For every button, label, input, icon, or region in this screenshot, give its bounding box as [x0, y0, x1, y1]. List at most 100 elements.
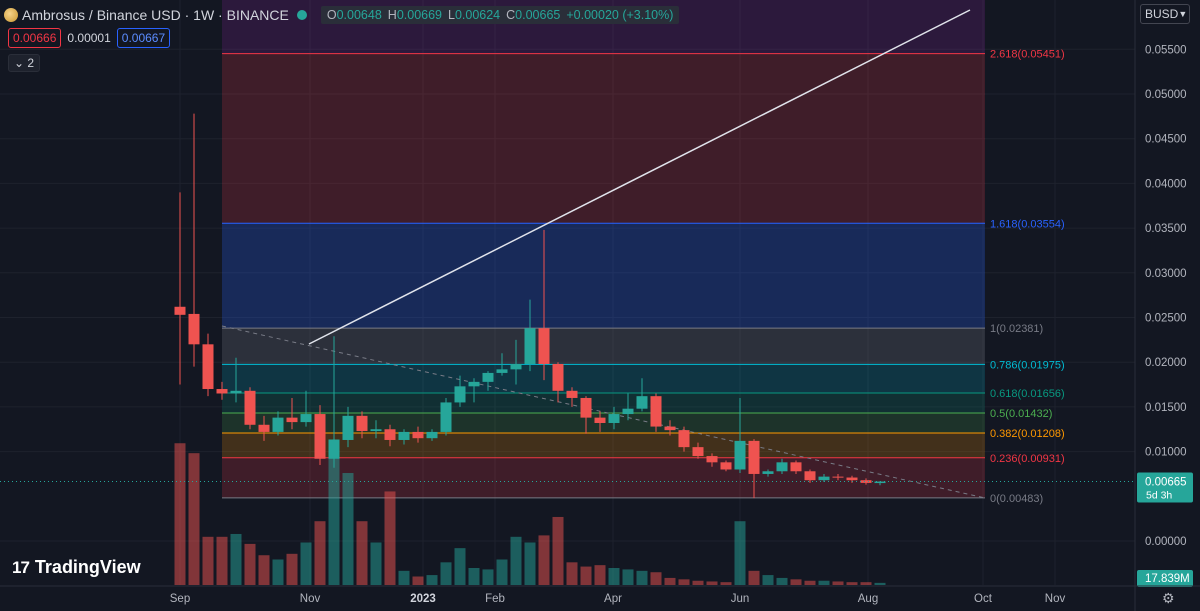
volume-bar [846, 582, 858, 585]
fib-level-label: 0.786(0.01975) [990, 359, 1065, 371]
fib-band [222, 328, 985, 365]
price-axis-label: 0.02500 [1145, 313, 1187, 325]
ohlc-key: C [506, 8, 516, 22]
candle-body [846, 477, 858, 481]
buy-price-button[interactable]: 0.00667 [116, 28, 171, 48]
fib-level-label: 0.236(0.00931) [990, 453, 1065, 465]
fib-level-label: 0(0.00483) [990, 493, 1043, 505]
candle-body [370, 429, 382, 432]
volume-bar [552, 516, 564, 585]
last-price-value: 0.00665 [1145, 477, 1187, 489]
volume-bar [286, 553, 298, 585]
volume-bar [860, 582, 872, 585]
coin-logo-icon [4, 8, 18, 22]
volume-bar [272, 559, 284, 585]
candle-body [832, 476, 844, 478]
candle-body [202, 344, 214, 390]
candle-body [874, 481, 886, 484]
candle-body [286, 417, 298, 423]
candle-body [622, 408, 634, 415]
time-axis-label: Apr [604, 593, 622, 605]
candle-body [692, 447, 704, 457]
volume-bar [356, 521, 368, 585]
candle-body [468, 381, 480, 387]
fib-level-label: 0.5(0.01432) [990, 408, 1052, 420]
candle-body [314, 414, 326, 459]
candle-body [818, 476, 830, 481]
fib-level-label: 1.618(0.03554) [990, 218, 1065, 230]
candle-body [496, 369, 508, 373]
volume-tag [1137, 570, 1193, 587]
time-axis-label: Feb [485, 593, 505, 605]
fib-level-label: 1(0.02381) [990, 323, 1043, 335]
ohlc-value: 0.00624 [454, 8, 501, 22]
time-axis-label: Aug [858, 593, 878, 605]
volume-bar [258, 555, 270, 585]
volume-bar [230, 533, 242, 585]
volume-bar [440, 562, 452, 585]
volume-bar [832, 581, 844, 585]
price-axis-label: 0.05000 [1145, 89, 1187, 101]
volume-bar [370, 542, 382, 585]
candle-body [342, 415, 354, 440]
volume-bar [874, 582, 886, 585]
symbol-title[interactable]: Ambrosus / Binance USD · 1W · BINANCE [22, 7, 289, 23]
fib-level-label: 2.618(0.05451) [990, 49, 1065, 61]
currency-select[interactable]: BUSD ▼ [1140, 4, 1190, 24]
volume-bar [510, 536, 522, 585]
fib-band [222, 392, 985, 413]
candle-body [650, 396, 662, 427]
volume-bar [776, 577, 788, 585]
symbol-header[interactable]: Ambrosus / Binance USD · 1W · BINANCE O0… [4, 4, 680, 26]
sell-price-button[interactable]: 0.00666 [8, 28, 62, 48]
volume-bar [398, 570, 410, 585]
candle-body [188, 313, 200, 345]
volume-bar [496, 559, 508, 585]
indicators-toggle-button[interactable]: ⌄ 2 [8, 54, 41, 72]
price-axis-label: 0.01000 [1145, 447, 1187, 459]
candle-body [174, 306, 186, 315]
volume-bar [342, 473, 354, 585]
time-axis-label: Oct [974, 593, 993, 605]
candle-body [734, 440, 746, 470]
candle-body [636, 396, 648, 409]
time-axis-label: Nov [300, 593, 321, 605]
volume-bar [468, 567, 480, 585]
ohlc-item: H0.00669 [388, 8, 442, 22]
volume-bar [622, 569, 634, 585]
ohlc-value: 0.00648 [336, 8, 382, 22]
time-axis-label: Nov [1045, 593, 1066, 605]
candle-body [776, 462, 788, 472]
candle-body [258, 424, 270, 432]
candle-body [398, 431, 410, 440]
price-axis-label: 0.04500 [1145, 134, 1187, 146]
candle-body [720, 462, 732, 470]
volume-bar [384, 491, 396, 585]
volume-bar [314, 521, 326, 585]
ohlc-key: O [326, 8, 337, 22]
volume-bar [720, 582, 732, 585]
ohlc-value: +0.00020 (+3.10%) [566, 8, 674, 22]
time-axis-label: Jun [731, 593, 750, 605]
currency-label: BUSD [1145, 7, 1179, 21]
volume-bar [748, 570, 760, 585]
candle-body [664, 426, 676, 431]
candle-body [524, 328, 536, 364]
brand-logo[interactable]: 17 TradingView [12, 557, 141, 578]
volume-bar [412, 576, 424, 585]
trendline-dashed [221, 325, 986, 499]
candle-body [328, 439, 340, 459]
volume-bar [734, 521, 746, 585]
volume-bar [804, 580, 816, 585]
candle-countdown: 5d 3h [1146, 490, 1172, 502]
candle-body [552, 363, 564, 391]
volume-bar [454, 548, 466, 585]
ohlc-legend: O0.00648 H0.00669 L0.00624 C0.00665 +0.00020… [320, 6, 680, 24]
gear-icon[interactable]: ⚙ [1162, 590, 1175, 606]
candle-body [594, 417, 606, 423]
candle-body [678, 430, 690, 448]
candle-body [384, 429, 396, 440]
fib-band [222, 364, 985, 393]
price-axis-label: 0.03500 [1145, 223, 1187, 235]
